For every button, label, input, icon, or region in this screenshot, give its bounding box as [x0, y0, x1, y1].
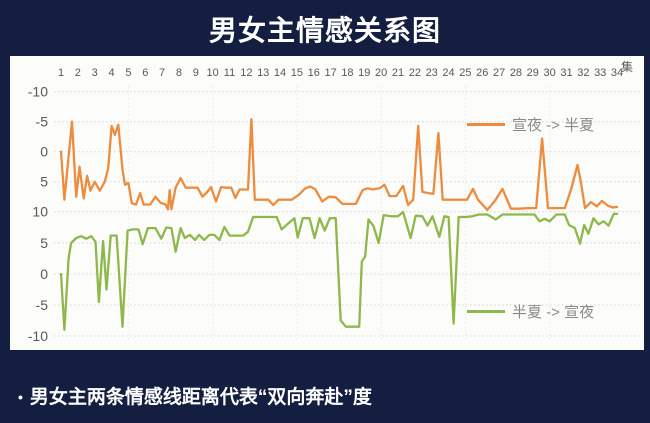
- x-tick-label: 5: [125, 67, 131, 79]
- green-line-swatch-icon: [467, 310, 505, 313]
- x-gridlines: [127, 86, 551, 342]
- x-tick-label: 4: [108, 67, 114, 79]
- x-tick-label: 13: [257, 67, 269, 79]
- bullet-icon: •: [18, 388, 23, 405]
- y-tick-label: 0: [40, 266, 48, 282]
- x-tick-label: 18: [341, 67, 353, 79]
- x-tick-label: 31: [560, 67, 572, 79]
- x-axis-unit-label: 集: [621, 59, 633, 74]
- legend-label-xuanye-to-banxia: 宣夜 -> 半夏: [512, 117, 595, 134]
- x-tick-label: 27: [493, 67, 505, 79]
- y-tick-label: 10: [32, 204, 48, 220]
- x-tick-label: 10: [207, 67, 219, 79]
- x-tick-label: 8: [176, 67, 182, 79]
- x-tick-label: 24: [442, 67, 454, 79]
- x-tick-label: 28: [510, 67, 522, 79]
- x-tick-label: 22: [409, 67, 421, 79]
- x-tick-label: 1: [58, 67, 64, 79]
- y-tick-label: 5: [40, 235, 48, 251]
- legend-label-banxia-to-xuanye: 半夏 -> 宣夜: [512, 304, 595, 321]
- page-title: 男女主情感关系图: [208, 15, 441, 46]
- x-tick-label: 25: [459, 67, 471, 79]
- x-tick-label: 6: [142, 67, 148, 79]
- legend-xuanye-to-banxia: 宣夜 -> 半夏: [467, 114, 594, 135]
- x-tick-label: 17: [324, 67, 336, 79]
- x-tick-label: 21: [392, 67, 404, 79]
- x-tick-label: 2: [75, 67, 81, 79]
- y-tick-label: 0: [40, 144, 48, 160]
- x-tick-label: 19: [358, 67, 370, 79]
- chart-panel: [10, 56, 644, 350]
- x-tick-label: 30: [544, 67, 556, 79]
- x-tick-label: 20: [375, 67, 387, 79]
- x-tick-label: 29: [527, 67, 539, 79]
- x-tick-label: 12: [240, 67, 252, 79]
- legend-banxia-to-xuanye: 半夏 -> 宣夜: [467, 301, 594, 322]
- series-line-banxia-to-xuanye: [59, 210, 619, 331]
- x-tick-label: 32: [577, 67, 589, 79]
- caption: • 男女主两条情感线距离代表“双向奔赴”度: [18, 382, 638, 409]
- series-line-xuanye-to-banxia: [59, 118, 619, 212]
- caption-text: 男女主两条情感线距离代表“双向奔赴”度: [29, 387, 372, 408]
- x-tick-label: 23: [426, 67, 438, 79]
- x-tick-label: 7: [159, 67, 165, 79]
- x-tick-label: 26: [476, 67, 488, 79]
- x-tick-label: 33: [594, 67, 606, 79]
- x-tick-label: 3: [92, 67, 98, 79]
- x-tick-label: 9: [193, 67, 199, 79]
- y-gridlines-and-labels: -10 -5 0 5 10 5 0 -5 -10: [28, 84, 642, 344]
- x-tick-label: 11: [224, 67, 235, 79]
- x-tick-label: 34: [611, 67, 623, 79]
- x-tick-label: 14: [274, 67, 286, 79]
- x-tick-label: 16: [308, 67, 320, 79]
- y-tick-label: 5: [40, 174, 48, 190]
- x-tick-labels: 1 2 3 4 5 6 7 8 9 10 11 12 13 14 15 16 17 18 19 20 21 22 23 24 2…: [58, 59, 633, 79]
- orange-line-swatch-icon: [467, 123, 505, 126]
- y-tick-label: -10: [28, 84, 48, 100]
- x-tick-label: 15: [291, 67, 303, 79]
- y-tick-label: -5: [36, 114, 49, 130]
- y-tick-label: -5: [36, 297, 49, 313]
- y-tick-label: -10: [28, 328, 48, 344]
